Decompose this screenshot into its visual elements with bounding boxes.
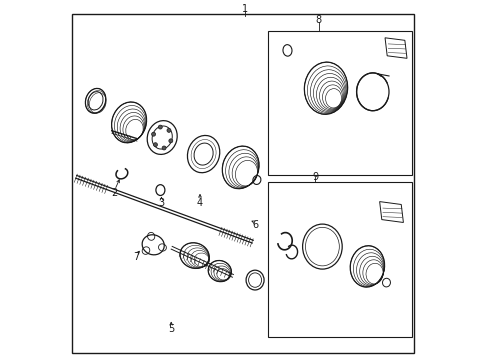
Text: 4: 4 [197,198,203,208]
Text: 8: 8 [316,15,322,25]
Text: 1: 1 [242,4,248,14]
Text: 2: 2 [112,188,118,198]
Ellipse shape [153,143,157,147]
Ellipse shape [162,146,166,150]
Text: 9: 9 [312,172,318,182]
Ellipse shape [158,125,162,129]
Text: 5: 5 [168,324,174,334]
Ellipse shape [167,129,171,132]
Text: 6: 6 [252,220,258,230]
Ellipse shape [151,132,155,136]
Text: 3: 3 [158,198,165,208]
Text: 7: 7 [133,252,140,262]
Ellipse shape [169,139,173,143]
